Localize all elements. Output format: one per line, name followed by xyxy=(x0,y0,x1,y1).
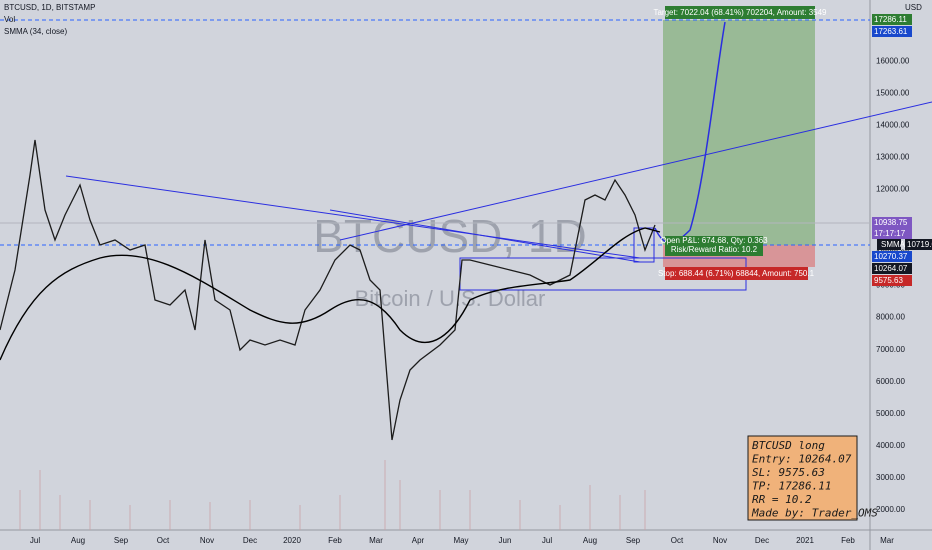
price-label: 14000.00 xyxy=(876,120,910,129)
price-label: 4000.00 xyxy=(876,441,905,450)
note-line: SL: 9575.63 xyxy=(752,466,825,479)
price-label: 2000.00 xyxy=(876,505,905,514)
open-label: Open P&L: 674.68, Qty: 0.363 xyxy=(660,236,768,245)
note-line: Entry: 10264.07 xyxy=(752,453,852,466)
time-label: Aug xyxy=(71,536,85,545)
price-tag-bg xyxy=(872,228,912,239)
price-tag: 10938.75 xyxy=(874,218,908,227)
price-tag: 17:17:17 xyxy=(874,229,906,238)
price-tag-bg xyxy=(872,217,912,228)
note-box xyxy=(747,435,858,521)
price-tag: 17286.11 xyxy=(874,15,907,24)
note-line: Made by: Trader_OMS xyxy=(751,507,878,520)
time-label: Jul xyxy=(542,536,552,545)
price-tag: 10264.07 xyxy=(874,264,908,273)
price-label: 12000.00 xyxy=(876,185,910,194)
time-label: Sep xyxy=(626,536,641,545)
price-tag-bg xyxy=(872,26,912,37)
price-label: 16000.00 xyxy=(876,56,910,65)
note-line: RR = 10.2 xyxy=(752,493,812,506)
time-label: Dec xyxy=(755,536,769,545)
price-tag: SMMA xyxy=(881,240,906,249)
indicator: SMMA (34, close) xyxy=(4,27,67,36)
time-label: Jun xyxy=(499,536,512,545)
price-tag-bg xyxy=(905,239,932,250)
time-label: 2020 xyxy=(283,536,301,545)
price-label: 6000.00 xyxy=(876,377,905,386)
trend-line xyxy=(339,101,932,241)
smma xyxy=(0,227,661,361)
target-label: Target: 7022.04 (68.41%) 702204, Amount:… xyxy=(653,8,827,17)
price-label: 8000.00 xyxy=(876,313,905,322)
indicator: Vol xyxy=(4,15,15,24)
price-tag-bg xyxy=(872,14,912,25)
time-label: Mar xyxy=(369,536,383,545)
time-label: Sep xyxy=(114,536,129,545)
price-label: 3000.00 xyxy=(876,473,905,482)
watermark-title: BTCUSD, 1D xyxy=(313,210,586,262)
time-label: Apr xyxy=(412,536,425,545)
target-zone xyxy=(663,20,815,245)
stop-label: Stop: 688.44 (6.71%) 68844, Amount: 750.… xyxy=(658,269,815,278)
price-tag-bg xyxy=(872,251,912,262)
time-label: Dec xyxy=(243,536,257,545)
price-tag: 9575.63 xyxy=(874,276,903,285)
time-label: May xyxy=(453,536,468,545)
price-tag: 10270.37 xyxy=(874,252,908,261)
volume xyxy=(19,460,646,530)
price-tag-bg xyxy=(877,239,901,250)
time-label: Mar xyxy=(880,536,894,545)
symbol: BTCUSD, 1D, BITSTAMP xyxy=(4,3,95,12)
time-label: Nov xyxy=(713,536,727,545)
price-tag: 17263.61 xyxy=(874,27,908,36)
trend-line xyxy=(329,209,641,263)
time-label: Oct xyxy=(671,536,684,545)
time-label: Oct xyxy=(157,536,170,545)
ratio-label: Risk/Reward Ratio: 10.2 xyxy=(671,245,758,254)
price-label: 15000.00 xyxy=(876,88,910,97)
note-line: TP: 17286.11 xyxy=(752,480,831,493)
time-label: Feb xyxy=(328,536,342,545)
price-label: 5000.00 xyxy=(876,409,905,418)
time-label: Aug xyxy=(583,536,597,545)
price-label: 7000.00 xyxy=(876,345,905,354)
stop-label-bg xyxy=(665,267,808,280)
time-label: Jul xyxy=(30,536,40,545)
currency: USD xyxy=(905,3,922,12)
price-tag: 10719.07 xyxy=(907,240,932,249)
trend-line xyxy=(65,175,641,259)
time-label: Feb xyxy=(841,536,855,545)
time-label: Nov xyxy=(200,536,214,545)
time-label: 2021 xyxy=(796,536,814,545)
open-label-bg xyxy=(665,236,763,256)
price-tag-bg xyxy=(872,275,912,286)
price-label: 13000.00 xyxy=(876,152,910,161)
note-line: BTCUSD long xyxy=(752,439,825,452)
target-label-bg xyxy=(665,6,815,19)
price-tag-bg xyxy=(872,263,912,274)
